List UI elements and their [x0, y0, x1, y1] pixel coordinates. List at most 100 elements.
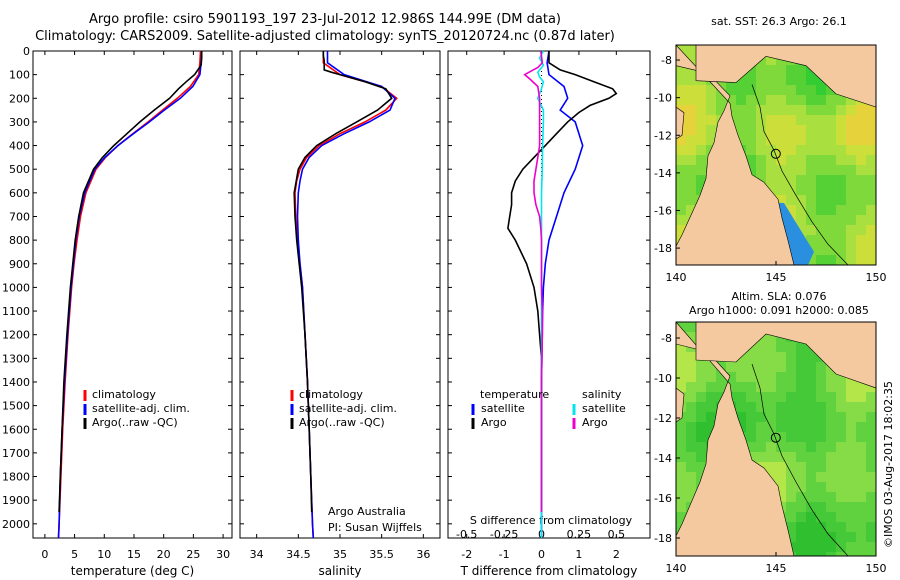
diff-legend-label: Argo	[481, 416, 507, 429]
sst-ocean-cell	[746, 75, 756, 85]
sst-ocean-cell	[746, 85, 756, 95]
sla-ocean-cell	[826, 522, 836, 532]
sla-ocean-cell	[856, 452, 866, 462]
sla-ocean-cell	[746, 402, 756, 412]
sst-ocean-cell	[786, 65, 796, 75]
sla-ocean-cell	[826, 442, 836, 452]
sla-ocean-cell	[796, 512, 806, 522]
sla-ocean-cell	[766, 412, 776, 422]
sla-ocean-cell	[696, 372, 706, 382]
sla-ocean-cell	[706, 412, 716, 422]
sst-ocean-cell	[836, 185, 846, 195]
depth-tick-label: 1700	[2, 447, 30, 460]
sst-lat-tick-label: -8	[661, 54, 672, 67]
sla-ocean-cell	[816, 492, 826, 502]
sst-ocean-cell	[866, 125, 876, 135]
differences-xlabel: T difference from climatology	[460, 564, 638, 578]
sla-ocean-cell	[836, 382, 846, 392]
sla-ocean-cell	[696, 392, 706, 402]
sla-ocean-cell	[846, 502, 856, 512]
sla-ocean-cell	[756, 372, 766, 382]
sst-ocean-cell	[756, 85, 766, 95]
sla-map-caption-2: Argo h1000: 0.091 h2000: 0.085	[689, 304, 869, 317]
sla-ocean-cell	[676, 382, 686, 392]
depth-tick-label: 1400	[2, 376, 30, 389]
sla-ocean-cell	[786, 472, 796, 482]
sst-ocean-cell	[686, 55, 696, 65]
sst-ocean-cell	[696, 175, 706, 185]
sla-ocean-cell	[766, 462, 776, 472]
sla-ocean-cell	[826, 462, 836, 472]
sla-ocean-cell	[846, 522, 856, 532]
sla-ocean-cell	[836, 462, 846, 472]
sla-ocean-cell	[846, 472, 856, 482]
sla-ocean-cell	[796, 532, 806, 542]
sst-ocean-cell	[686, 85, 696, 95]
sst-ocean-cell	[776, 65, 786, 75]
sst-ocean-cell	[676, 205, 686, 215]
sla-lat-tick-label: -14	[654, 452, 672, 465]
sst-ocean-cell	[806, 95, 816, 105]
salinity-legend-label: climatology	[299, 388, 363, 401]
sla-ocean-cell	[846, 382, 856, 392]
sst-ocean-cell	[686, 195, 696, 205]
sla-ocean-cell	[736, 412, 746, 422]
sst-ocean-cell	[846, 135, 856, 145]
sst-ocean-cell	[836, 195, 846, 205]
sst-ocean-cell	[676, 65, 686, 75]
sla-lat-tick-label: -8	[661, 332, 672, 345]
sst-ocean-cell	[856, 185, 866, 195]
sst-ocean-cell	[856, 145, 866, 155]
sla-ocean-cell	[786, 372, 796, 382]
sla-map-caption-1: Altim. SLA: 0.076	[731, 290, 827, 303]
sla-ocean-cell	[826, 382, 836, 392]
sla-ocean-cell	[746, 422, 756, 432]
sla-ocean-cell	[816, 482, 826, 492]
sst-ocean-cell	[806, 85, 816, 95]
sst-ocean-cell	[756, 165, 766, 175]
sst-ocean-cell	[786, 175, 796, 185]
sst-ocean-cell	[836, 125, 846, 135]
sla-ocean-cell	[676, 432, 686, 442]
sst-ocean-cell	[816, 175, 826, 185]
sst-ocean-cell	[676, 175, 686, 185]
cape-york-land	[676, 45, 795, 265]
sla-ocean-cell	[826, 482, 836, 492]
sla-ocean-cell	[826, 492, 836, 502]
sla-ocean-cell	[756, 422, 766, 432]
sla-ocean-cell	[856, 512, 866, 522]
sst-ocean-cell	[846, 175, 856, 185]
sla-ocean-cell	[676, 342, 686, 352]
sst-ocean-cell	[696, 85, 706, 95]
sst-ocean-cell	[806, 145, 816, 155]
sst-ocean-cell	[736, 75, 746, 85]
sst-ocean-cell	[866, 205, 876, 215]
sla-ocean-cell	[816, 522, 826, 532]
sst-ocean-cell	[826, 255, 836, 265]
sst-ocean-cell	[696, 115, 706, 125]
sla-ocean-cell	[836, 402, 846, 412]
sla-ocean-cell	[806, 392, 816, 402]
sla-ocean-cell	[786, 392, 796, 402]
sla-ocean-cell	[796, 382, 806, 392]
sst-ocean-cell	[856, 105, 866, 115]
sla-ocean-cell	[796, 502, 806, 512]
depth-tick-label: 0	[23, 45, 30, 58]
sla-ocean-cell	[866, 462, 876, 472]
sst-map-caption: sat. SST: 26.3 Argo: 26.1	[711, 15, 847, 28]
sla-ocean-cell	[836, 502, 846, 512]
sst-ocean-cell	[766, 115, 776, 125]
sst-ocean-cell	[866, 255, 876, 265]
sst-ocean-cell	[826, 115, 836, 125]
sla-ocean-cell	[766, 422, 776, 432]
temperature-series-line	[57, 50, 203, 539]
sst-ocean-cell	[816, 245, 826, 255]
sla-ocean-cell	[826, 472, 836, 482]
sst-ocean-cell	[866, 235, 876, 245]
sst-ocean-cell	[776, 105, 786, 115]
salinity-series-line	[296, 51, 396, 539]
sst-ocean-cell	[696, 155, 706, 165]
sst-ocean-cell	[676, 95, 686, 105]
sla-ocean-cell	[766, 382, 776, 392]
sst-ocean-cell	[836, 115, 846, 125]
